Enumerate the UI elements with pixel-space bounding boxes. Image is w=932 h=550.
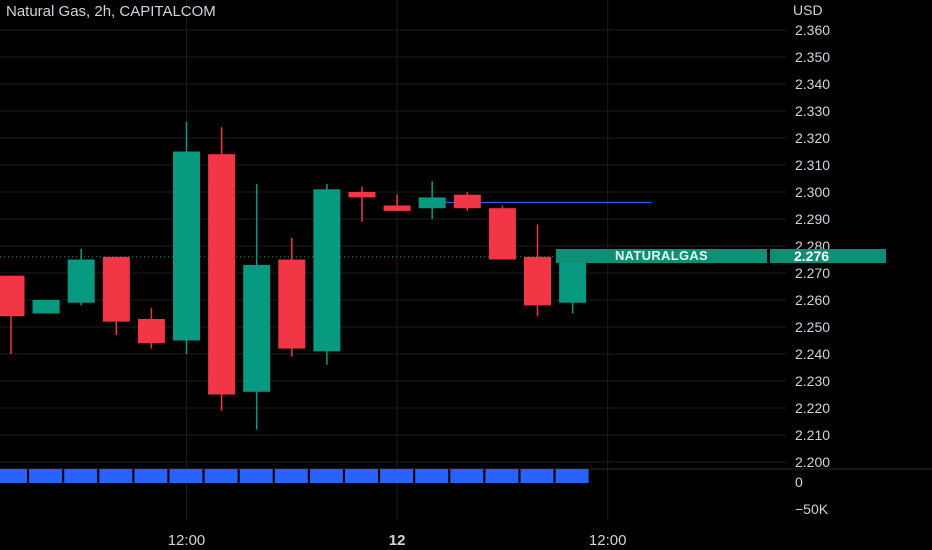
volume-bar[interactable] xyxy=(169,469,203,483)
chart-title: Natural Gas, 2h, CAPITALCOM xyxy=(6,3,216,20)
volume-bar[interactable] xyxy=(274,469,308,483)
price-tick-label: 2.220 xyxy=(795,400,830,416)
price-tick-label: 2.340 xyxy=(795,76,830,92)
volume-bar[interactable] xyxy=(345,469,378,483)
price-tick-label: 2.330 xyxy=(795,103,830,119)
candle-body xyxy=(173,151,200,341)
bearish-candle[interactable] xyxy=(278,237,306,357)
bullish-candle[interactable] xyxy=(67,248,95,306)
price-tick-label: 2.300 xyxy=(795,184,830,200)
volume-tick-label: −50K xyxy=(795,501,829,517)
candle-body xyxy=(243,264,271,392)
candlestick-series xyxy=(0,121,587,430)
candle-body xyxy=(208,154,236,395)
bearish-candle[interactable] xyxy=(348,186,376,222)
bullish-candle[interactable] xyxy=(559,256,587,314)
volume-bar[interactable] xyxy=(204,469,238,483)
volume-bar[interactable] xyxy=(64,469,98,483)
candle-body xyxy=(524,256,551,306)
price-tick-label: 2.250 xyxy=(795,319,830,335)
price-tick-label: 2.210 xyxy=(795,427,830,443)
time-axis[interactable]: 12:00 12 12:00 xyxy=(168,532,627,549)
candle-body xyxy=(488,208,516,260)
candle-body xyxy=(418,197,446,209)
price-tick-label: 2.260 xyxy=(795,292,830,308)
candle-body xyxy=(0,275,25,317)
bearish-candle[interactable] xyxy=(102,256,130,336)
price-tick-label: 2.360 xyxy=(795,22,830,38)
volume-bar[interactable] xyxy=(380,469,414,483)
bearish-candle[interactable] xyxy=(524,224,551,317)
price-tick-label: 2.240 xyxy=(795,346,830,362)
price-tick-label: 2.350 xyxy=(795,49,830,65)
bearish-candle[interactable] xyxy=(0,275,25,354)
candle-body xyxy=(313,189,341,352)
time-tick-label: 12:00 xyxy=(589,532,627,549)
bearish-candle[interactable] xyxy=(488,205,516,260)
price-tick-label: 2.230 xyxy=(795,373,830,389)
volume-axis: 0 −50K xyxy=(795,474,829,517)
price-tick-label: 2.310 xyxy=(795,157,830,173)
volume-bar[interactable] xyxy=(99,469,133,483)
volume-bar[interactable] xyxy=(239,469,273,483)
time-tick-label: 12:00 xyxy=(168,532,206,549)
volume-bar[interactable] xyxy=(415,469,449,483)
candle-body xyxy=(348,192,376,198)
bullish-candle[interactable] xyxy=(243,183,271,430)
price-tick-label: 2.200 xyxy=(795,454,830,470)
bullish-candle[interactable] xyxy=(418,181,446,219)
price-tick-label: 2.290 xyxy=(795,211,830,227)
currency-label: USD xyxy=(793,2,823,18)
candle-body xyxy=(32,300,60,314)
volume-bar[interactable] xyxy=(309,469,343,483)
last-price-tag: 2.276 xyxy=(770,249,886,263)
bearish-candle[interactable] xyxy=(137,308,165,349)
volume-bar[interactable] xyxy=(520,469,554,483)
volume-tick-label: 0 xyxy=(795,474,803,490)
bearish-candle[interactable] xyxy=(453,192,481,211)
candle-body xyxy=(137,318,165,344)
volume-bar[interactable] xyxy=(29,469,63,483)
candle-body xyxy=(559,256,587,303)
candle-body xyxy=(278,259,306,349)
volume-bar[interactable] xyxy=(485,469,519,483)
bearish-candle[interactable] xyxy=(383,194,411,211)
bullish-candle[interactable] xyxy=(313,183,341,365)
bullish-candle[interactable] xyxy=(32,300,60,314)
price-axis[interactable]: 2.360 2.350 2.340 2.330 2.320 2.310 2.300 2.290… xyxy=(795,22,830,470)
volume-bar[interactable] xyxy=(555,469,589,483)
volume-bar[interactable] xyxy=(0,469,27,483)
price-tick-label: 2.270 xyxy=(795,265,830,281)
time-tick-label: 12 xyxy=(389,532,406,549)
candle-body xyxy=(67,259,95,303)
candle-body xyxy=(383,205,411,211)
bearish-candle[interactable] xyxy=(208,127,236,411)
candle-body xyxy=(102,256,130,322)
bullish-candle[interactable] xyxy=(173,121,200,354)
price-tick-label: 2.320 xyxy=(795,130,830,146)
volume-bar[interactable] xyxy=(134,469,168,483)
symbol-price-tag: NATURALGAS xyxy=(556,249,767,263)
volume-bar[interactable] xyxy=(450,469,484,483)
volume-series xyxy=(0,469,589,483)
candle-body xyxy=(453,194,481,209)
